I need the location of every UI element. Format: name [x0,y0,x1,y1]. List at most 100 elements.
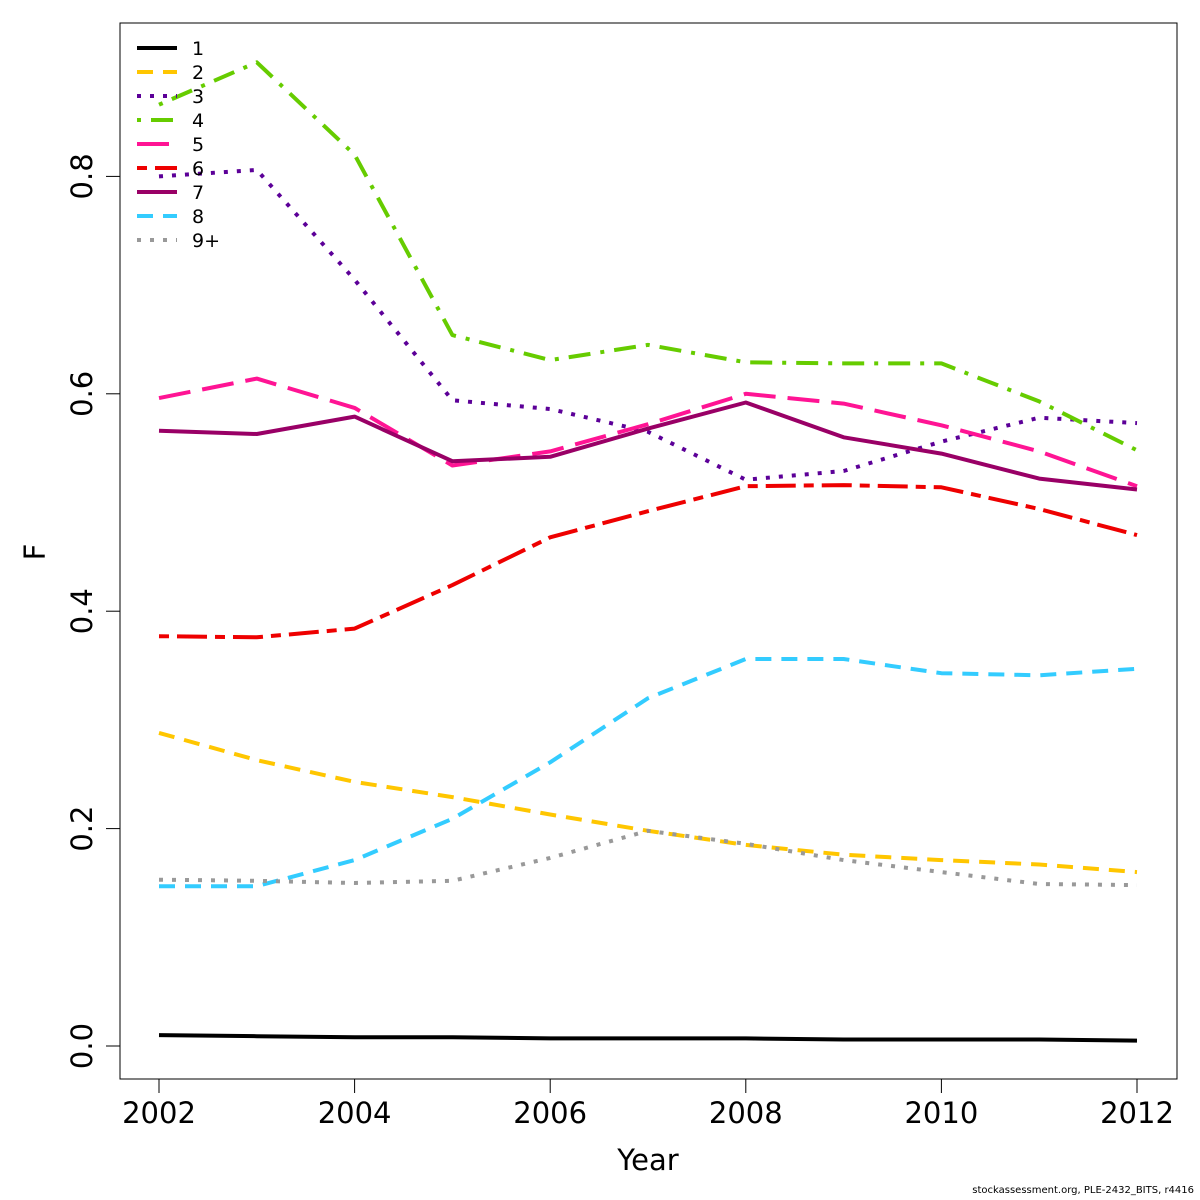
data-point [450,464,454,468]
series-line-2 [158,730,1138,875]
data-point [939,423,943,427]
series-line-4 [158,60,1138,453]
legend-item: 8 [137,206,204,228]
x-axis-title: Year [616,1143,678,1177]
series-line-5 [158,376,1138,489]
data-point [255,635,259,639]
data-point [353,278,357,282]
data-point [450,1035,454,1039]
series-points-7 [157,400,1139,491]
data-point [646,343,650,347]
data-point [255,60,259,64]
legend-label: 4 [192,110,204,132]
data-point [157,174,161,178]
data-point [1135,1039,1139,1043]
series-points-6 [157,483,1139,639]
data-point [1135,487,1139,491]
data-point [255,432,259,436]
y-axis-title: F [18,544,52,561]
data-point [939,1037,943,1041]
data-point [646,829,650,833]
data-point [157,103,161,107]
data-point [157,634,161,638]
x-axis: 2002 2004 2006 2008 2010 2012 [122,1078,1174,1130]
legend-label: 1 [192,38,204,60]
data-point [353,627,357,631]
data-point [744,1036,748,1040]
series-line-9+ [158,828,1138,888]
data-point [157,429,161,433]
y-tick-label: 0.0 [65,1023,99,1069]
legend-label: 5 [192,134,204,156]
plot-frame [119,22,1178,1080]
legend-item: 5 [137,134,204,156]
data-point [548,407,552,411]
legend-item: 7 [137,182,204,204]
data-point [255,377,259,381]
data-point [744,657,748,661]
data-point [548,856,552,860]
data-point [255,1034,259,1038]
data-point [646,1036,650,1040]
data-point [548,1036,552,1040]
data-point [1037,477,1041,481]
data-point [939,870,943,874]
data-point [842,435,846,439]
data-point [353,153,357,157]
data-point [157,878,161,882]
y-tick-label: 0.6 [65,371,99,417]
legend-item: 9+ [137,230,220,252]
data-point [157,396,161,400]
data-point [939,452,943,456]
data-point [1037,1037,1041,1041]
data-point [646,509,650,513]
data-point [1037,862,1041,866]
data-point [1037,399,1041,403]
data-point [1037,416,1041,420]
data-point [1037,507,1041,511]
data-point [842,1037,846,1041]
data-point [353,780,357,784]
data-point [1135,448,1139,452]
data-point [842,853,846,857]
legend-label: 7 [192,182,204,204]
legend-label: 3 [192,86,204,108]
data-point [939,361,943,365]
x-tick-label: 2004 [318,1096,392,1130]
data-point [255,879,259,883]
data-point [353,881,357,885]
data-point [939,858,943,862]
data-point [548,449,552,453]
data-point [1135,421,1139,425]
x-tick-label: 2002 [122,1096,196,1130]
data-point [1135,883,1139,887]
data-point [353,1035,357,1039]
data-point [1037,673,1041,677]
series-line-1 [158,1033,1138,1043]
series-line-7 [158,400,1138,492]
legend-item: 6 [137,158,204,180]
legend-item: 4 [137,110,204,132]
legend-item: 1 [137,38,204,60]
data-point [744,400,748,404]
data-point [744,360,748,364]
data-point [744,392,748,396]
data-point [646,422,650,426]
data-point [744,842,748,846]
series-points-8 [157,657,1139,888]
data-point [842,483,846,487]
data-point [255,884,259,888]
data-point [842,657,846,661]
data-point [1135,533,1139,537]
x-tick-label: 2012 [1100,1096,1174,1130]
data-point [353,406,357,410]
y-tick-label: 0.4 [65,588,99,634]
data-point [548,358,552,362]
series-points-2 [157,731,1139,874]
data-point [450,817,454,821]
data-point [548,535,552,539]
legend-label: 8 [192,206,204,228]
series-line-3 [158,167,1138,482]
